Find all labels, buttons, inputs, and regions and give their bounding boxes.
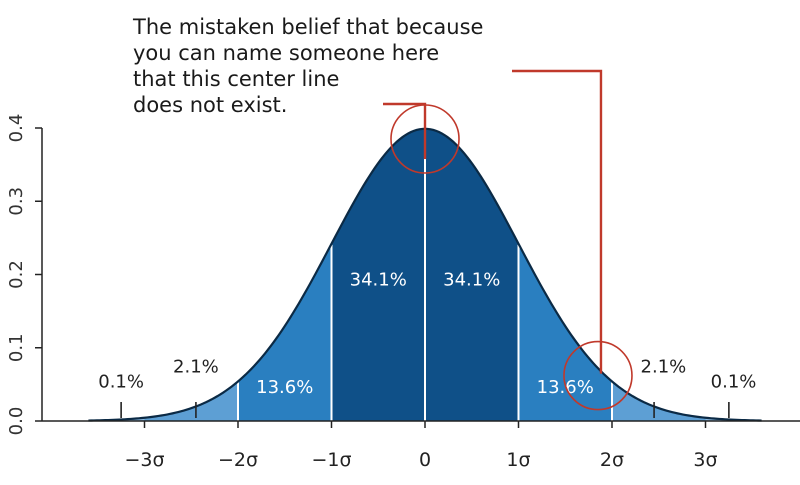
y-tick-label-1: 0.1	[6, 333, 27, 362]
x-tick-label-5: 2σ	[600, 449, 624, 471]
percent-label-2: 13.6%	[256, 377, 313, 398]
annotation: The mistaken belief that because you can…	[133, 14, 483, 118]
annotation-line-3: that this center line	[133, 67, 340, 91]
percent-labels: 34.1% 34.1% 13.6% 13.6% 2.1% 2.1% 0.1% 0.1%	[98, 269, 756, 398]
x-tick-label-6: 3σ	[693, 449, 717, 471]
percent-label-1: 34.1%	[443, 269, 500, 290]
annotation-line-1: The mistaken belief that because	[133, 15, 484, 39]
percent-label-7: 0.1%	[711, 371, 757, 392]
x-ticks: −3σ −2σ −1σ 0 1σ 2σ 3σ	[124, 421, 718, 471]
highlight-circle-1	[563, 340, 633, 411]
y-tick-label-3: 0.3	[6, 187, 27, 216]
x-tick-label-4: 1σ	[506, 449, 530, 471]
arrow-center-line	[383, 102, 427, 159]
y-tick-label-4: 0.4	[6, 114, 27, 143]
percent-label-3: 13.6%	[537, 377, 594, 398]
region-5	[88, 417, 145, 421]
region-6	[705, 417, 762, 421]
arrow-tail	[512, 69, 603, 374]
annotation-line-4: does not exist.	[133, 93, 288, 117]
region-3	[144, 381, 238, 421]
annotation-arrows	[383, 69, 603, 374]
annotation-line-2: you can name someone here	[133, 41, 440, 65]
x-tick-label-2: −1σ	[311, 449, 351, 471]
percent-label-6: 0.1%	[98, 371, 144, 392]
x-tick-label-3: 0	[419, 449, 431, 471]
sigma-dividers	[237, 129, 613, 421]
x-tick-label-0: −3σ	[124, 449, 164, 471]
region-4	[612, 381, 706, 421]
y-tick-label-0: 0.0	[6, 407, 27, 436]
percent-label-0: 34.1%	[350, 269, 407, 290]
y-ticks: 0.0 0.1 0.2 0.3 0.4	[6, 114, 42, 436]
x-tick-label-1: −2σ	[218, 449, 258, 471]
y-tick-label-2: 0.2	[6, 260, 27, 289]
percent-label-4: 2.1%	[173, 357, 219, 378]
percent-label-5: 2.1%	[641, 357, 687, 378]
leader-ticks	[120, 402, 730, 418]
